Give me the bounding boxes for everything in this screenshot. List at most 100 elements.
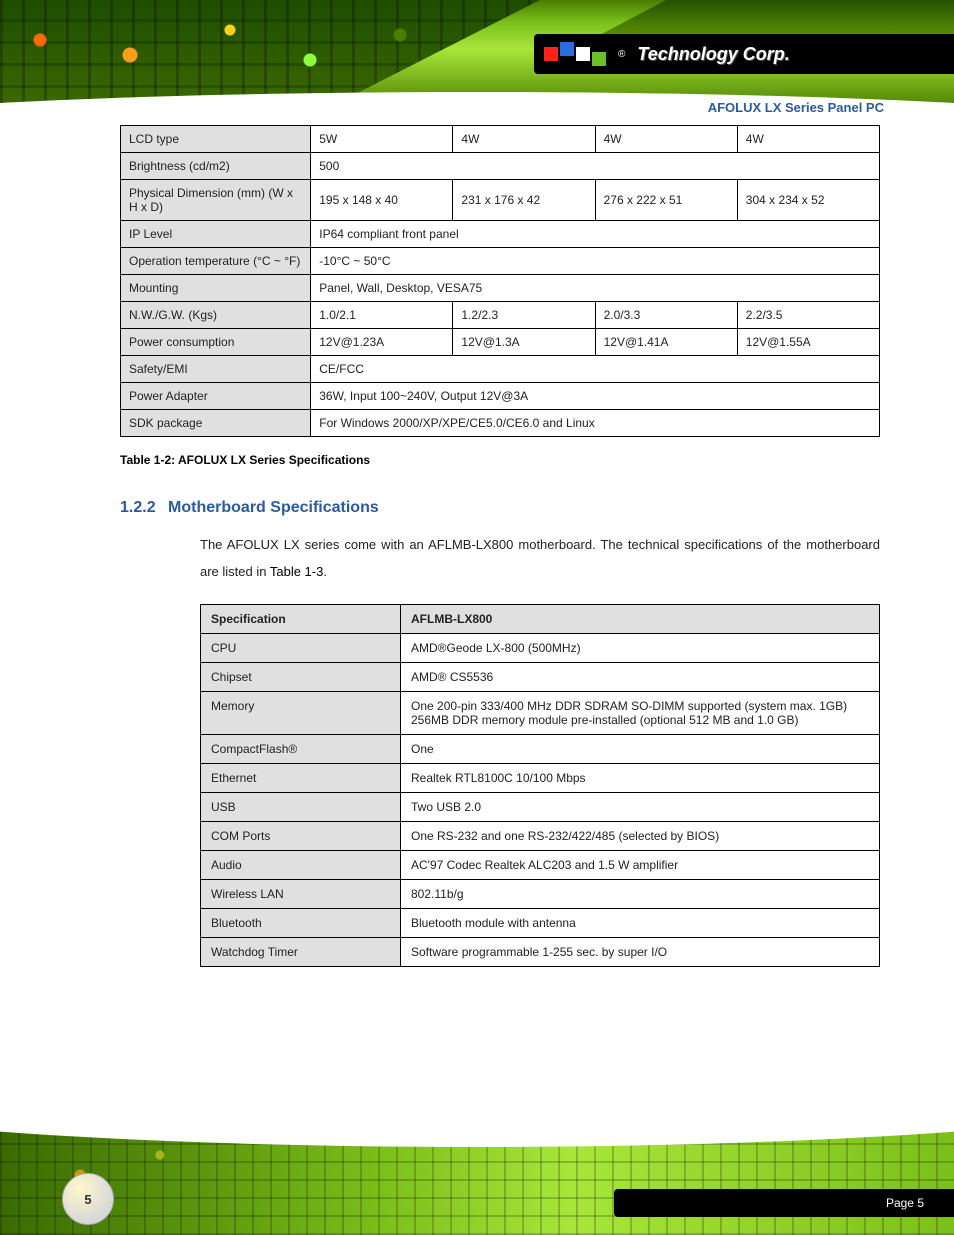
table-row: IP LevelIP64 compliant front panel bbox=[121, 221, 880, 248]
table-row: BluetoothBluetooth module with antenna bbox=[201, 908, 880, 937]
table-row: Watchdog TimerSoftware programmable 1-25… bbox=[201, 937, 880, 966]
row-cell: 12V@1.55A bbox=[737, 329, 879, 356]
row-label: LCD type bbox=[121, 126, 311, 153]
row-label: Power consumption bbox=[121, 329, 311, 356]
row-value: One RS-232 and one RS-232/422/485 (selec… bbox=[401, 821, 880, 850]
row-cell: 12V@1.41A bbox=[595, 329, 737, 356]
row-label: Chipset bbox=[201, 662, 401, 691]
header-title: AFOLUX LX Series Panel PC bbox=[708, 100, 884, 115]
row-cell: 4W bbox=[737, 126, 879, 153]
row-cell: 195 x 148 x 40 bbox=[311, 180, 453, 221]
row-value: 36W, Input 100~240V, Output 12V@3A bbox=[311, 383, 880, 410]
table-row: MemoryOne 200-pin 333/400 MHz DDR SDRAM … bbox=[201, 691, 880, 734]
table-row: EthernetRealtek RTL8100C 10/100 Mbps bbox=[201, 763, 880, 792]
section-body: The AFOLUX LX series come with an AFLMB-… bbox=[200, 531, 880, 586]
row-label: Bluetooth bbox=[201, 908, 401, 937]
row-value: AMD®Geode LX-800 (500MHz) bbox=[401, 633, 880, 662]
row-value: Panel, Wall, Desktop, VESA75 bbox=[311, 275, 880, 302]
row-cell: 4W bbox=[595, 126, 737, 153]
row-value: Two USB 2.0 bbox=[401, 792, 880, 821]
brand-text: Technology Corp. bbox=[637, 44, 789, 65]
table-row: SDK packageFor Windows 2000/XP/XPE/CE5.0… bbox=[121, 410, 880, 437]
table-row: Power Adapter36W, Input 100~240V, Output… bbox=[121, 383, 880, 410]
row-label: CPU bbox=[201, 633, 401, 662]
row-label: Safety/EMI bbox=[121, 356, 311, 383]
row-label: IP Level bbox=[121, 221, 311, 248]
table-row: N.W./G.W. (Kgs)1.0/2.11.2/2.32.0/3.32.2/… bbox=[121, 302, 880, 329]
row-value: -10°C ~ 50°C bbox=[311, 248, 880, 275]
row-label: SDK package bbox=[121, 410, 311, 437]
row-cell: 231 x 176 x 42 bbox=[453, 180, 595, 221]
table-row: Operation temperature (°C ~ °F)-10°C ~ 5… bbox=[121, 248, 880, 275]
section-heading: 1.2.2 Motherboard Specifications bbox=[120, 499, 880, 517]
row-label: CompactFlash® bbox=[201, 734, 401, 763]
row-cell: 5W bbox=[311, 126, 453, 153]
row-label: Operation temperature (°C ~ °F) bbox=[121, 248, 311, 275]
table-row: ChipsetAMD® CS5536 bbox=[201, 662, 880, 691]
row-cell: 12V@1.23A bbox=[311, 329, 453, 356]
logo-square-1 bbox=[544, 47, 558, 61]
spec-table-1: LCD type5W4W4W4WBrightness (cd/m2)500Phy… bbox=[120, 125, 880, 437]
body-ref: Table 1-3 bbox=[270, 564, 323, 579]
row-label: Ethernet bbox=[201, 763, 401, 792]
row-cell: 2.0/3.3 bbox=[595, 302, 737, 329]
row-value: 802.11b/g bbox=[401, 879, 880, 908]
footer-brand-bar: Page 5 bbox=[614, 1189, 954, 1217]
table-row: Power consumption12V@1.23A12V@1.3A12V@1.… bbox=[121, 329, 880, 356]
header-pcb-right bbox=[594, 0, 954, 38]
row-value: AC'97 Codec Realtek ALC203 and 1.5 W amp… bbox=[401, 850, 880, 879]
row-label: Audio bbox=[201, 850, 401, 879]
row-label: USB bbox=[201, 792, 401, 821]
table1-caption: Table 1-2: AFOLUX LX Series Specificatio… bbox=[120, 453, 880, 467]
table-row: CompactFlash®One bbox=[201, 734, 880, 763]
row-cell: 2.2/3.5 bbox=[737, 302, 879, 329]
row-label: Brightness (cd/m2) bbox=[121, 153, 311, 180]
table-row: Wireless LAN802.11b/g bbox=[201, 879, 880, 908]
t2-head-right: AFLMB-LX800 bbox=[401, 604, 880, 633]
table-row: CPUAMD®Geode LX-800 (500MHz) bbox=[201, 633, 880, 662]
row-label: Memory bbox=[201, 691, 401, 734]
row-cell: 276 x 222 x 51 bbox=[595, 180, 737, 221]
spec-table-2: Specification AFLMB-LX800 CPUAMD®Geode L… bbox=[200, 604, 880, 967]
spec-table-2-wrap: Specification AFLMB-LX800 CPUAMD®Geode L… bbox=[200, 604, 880, 967]
row-label: Physical Dimension (mm) (W x H x D) bbox=[121, 180, 311, 221]
row-label: Mounting bbox=[121, 275, 311, 302]
row-cell: 304 x 234 x 52 bbox=[737, 180, 879, 221]
row-value: For Windows 2000/XP/XPE/CE5.0/CE6.0 and … bbox=[311, 410, 880, 437]
row-label: COM Ports bbox=[201, 821, 401, 850]
table-row: AudioAC'97 Codec Realtek ALC203 and 1.5 … bbox=[201, 850, 880, 879]
page-content: LCD type5W4W4W4WBrightness (cd/m2)500Phy… bbox=[120, 125, 880, 967]
row-label: Power Adapter bbox=[121, 383, 311, 410]
header-background: ® Technology Corp. bbox=[0, 0, 954, 110]
logo-square-3 bbox=[576, 47, 590, 61]
row-value: AMD® CS5536 bbox=[401, 662, 880, 691]
logo-square-2 bbox=[560, 42, 574, 56]
table-row: Physical Dimension (mm) (W x H x D)195 x… bbox=[121, 180, 880, 221]
header-brand-bar: ® Technology Corp. bbox=[534, 34, 954, 74]
row-value: 500 bbox=[311, 153, 880, 180]
table-row: Brightness (cd/m2)500 bbox=[121, 153, 880, 180]
brand-logo-icon bbox=[544, 39, 606, 69]
row-value: Bluetooth module with antenna bbox=[401, 908, 880, 937]
t2-head-left: Specification bbox=[201, 604, 401, 633]
row-value: Software programmable 1-255 sec. by supe… bbox=[401, 937, 880, 966]
table-row: Safety/EMICE/FCC bbox=[121, 356, 880, 383]
table-row: COM PortsOne RS-232 and one RS-232/422/4… bbox=[201, 821, 880, 850]
footer-page-circle: 5 bbox=[62, 1173, 114, 1225]
table-row: USBTwo USB 2.0 bbox=[201, 792, 880, 821]
row-value: IP64 compliant front panel bbox=[311, 221, 880, 248]
row-label: Wireless LAN bbox=[201, 879, 401, 908]
section-number: 1.2.2 bbox=[120, 499, 156, 516]
row-cell: 1.2/2.3 bbox=[453, 302, 595, 329]
footer-page-label: Page 5 bbox=[886, 1196, 924, 1210]
logo-square-4 bbox=[592, 52, 606, 66]
row-cell: 1.0/2.1 bbox=[311, 302, 453, 329]
body-post: . bbox=[323, 564, 327, 579]
row-label: N.W./G.W. (Kgs) bbox=[121, 302, 311, 329]
table-row: LCD type5W4W4W4W bbox=[121, 126, 880, 153]
row-label: Watchdog Timer bbox=[201, 937, 401, 966]
row-value: One bbox=[401, 734, 880, 763]
row-value: Realtek RTL8100C 10/100 Mbps bbox=[401, 763, 880, 792]
row-cell: 12V@1.3A bbox=[453, 329, 595, 356]
row-cell: 4W bbox=[453, 126, 595, 153]
